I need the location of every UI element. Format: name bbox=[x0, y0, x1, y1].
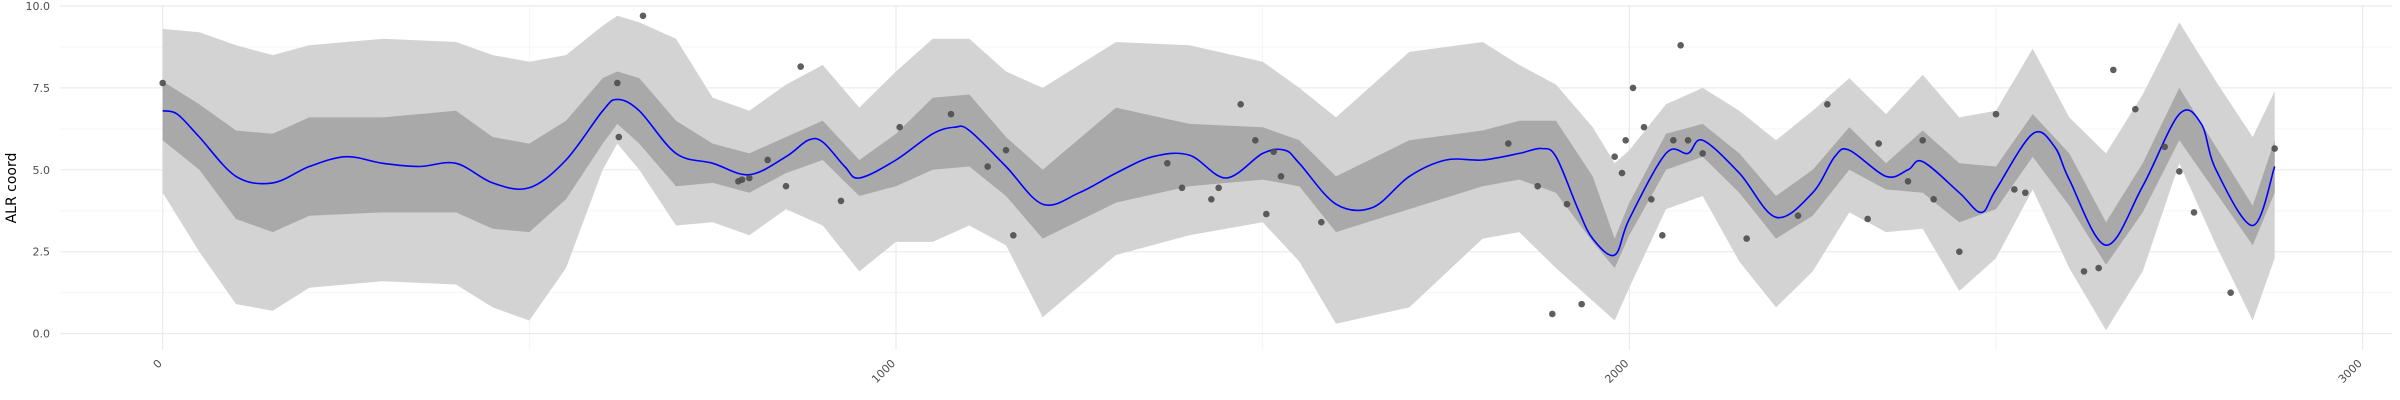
data-point bbox=[1208, 195, 1215, 203]
x-tick-label: 2000 bbox=[1602, 357, 1631, 386]
data-point bbox=[896, 123, 903, 131]
data-point bbox=[1164, 159, 1171, 167]
data-point bbox=[1930, 195, 1937, 203]
data-point bbox=[2011, 186, 2018, 193]
y-tick-label: 10.0 bbox=[26, 0, 51, 13]
y-tick-label: 0.0 bbox=[33, 328, 51, 341]
data-point bbox=[2132, 105, 2139, 113]
data-point bbox=[1743, 235, 1750, 242]
data-point bbox=[1237, 100, 1244, 108]
data-point bbox=[1956, 248, 1963, 256]
data-point bbox=[1904, 177, 1912, 185]
x-tick-label: 1000 bbox=[869, 357, 898, 386]
data-point bbox=[2080, 268, 2088, 275]
data-point bbox=[1611, 153, 1618, 161]
data-point bbox=[1263, 210, 1270, 218]
data-point bbox=[1215, 184, 1222, 192]
data-point bbox=[2227, 289, 2234, 296]
data-point bbox=[1659, 232, 1666, 239]
x-axis-ticks: 0 1000 2000 3000 bbox=[151, 357, 2365, 386]
data-point bbox=[1629, 84, 1637, 92]
data-point bbox=[639, 12, 647, 20]
data-point bbox=[1677, 42, 1684, 49]
x-tick-label: 0 bbox=[151, 357, 165, 371]
y-tick-label: 7.5 bbox=[33, 82, 51, 95]
data-point bbox=[984, 163, 991, 170]
data-point bbox=[2176, 168, 2183, 175]
data-point bbox=[1534, 182, 1541, 190]
data-point bbox=[1875, 140, 1882, 147]
data-point bbox=[615, 133, 623, 141]
mean-line bbox=[162, 98, 2276, 257]
data-point bbox=[1622, 137, 1629, 144]
data-point bbox=[746, 174, 753, 182]
data-point bbox=[1563, 200, 1571, 208]
data-point bbox=[1318, 218, 1325, 226]
data-point bbox=[1670, 137, 1677, 144]
y-axis-ticks: 0.0 2.5 5.0 7.5 10.0 bbox=[26, 0, 51, 341]
data-point bbox=[2161, 143, 2168, 151]
data-point bbox=[1178, 184, 1186, 192]
data-point bbox=[1992, 110, 2000, 118]
data-point bbox=[1684, 137, 1692, 144]
y-axis-title: ALR coord bbox=[4, 153, 20, 224]
data-points bbox=[159, 12, 2278, 318]
data-point bbox=[1919, 137, 1926, 144]
y-tick-label: 2.5 bbox=[33, 246, 51, 259]
data-point bbox=[1578, 300, 1585, 308]
data-point bbox=[797, 63, 804, 70]
data-point bbox=[1824, 100, 1831, 108]
data-point bbox=[1699, 150, 1706, 157]
data-point bbox=[1640, 123, 1648, 131]
data-point bbox=[837, 197, 845, 205]
data-point bbox=[1010, 232, 1017, 239]
data-point bbox=[1618, 169, 1626, 177]
data-point bbox=[1864, 215, 1871, 223]
data-point bbox=[738, 176, 746, 183]
data-point bbox=[1252, 137, 1259, 144]
data-point bbox=[1270, 148, 1277, 156]
inner-band bbox=[162, 71, 2275, 269]
data-point bbox=[1277, 173, 1285, 180]
data-point bbox=[159, 79, 166, 87]
data-point bbox=[947, 110, 955, 118]
data-point bbox=[614, 79, 621, 87]
data-point bbox=[1794, 212, 1802, 219]
data-point bbox=[1505, 140, 1512, 147]
y-tick-label: 5.0 bbox=[33, 164, 51, 177]
data-point bbox=[2110, 66, 2117, 74]
confidence-bands bbox=[162, 15, 2275, 331]
x-tick-label: 3000 bbox=[2336, 357, 2365, 386]
data-point bbox=[1002, 146, 1010, 154]
data-point bbox=[2022, 189, 2029, 197]
mean-curve-layer bbox=[162, 98, 2276, 257]
data-point bbox=[2095, 264, 2102, 272]
data-point bbox=[1549, 310, 1556, 318]
data-point bbox=[782, 182, 790, 190]
data-point bbox=[1648, 195, 1655, 203]
data-point bbox=[764, 156, 771, 164]
data-point bbox=[2271, 145, 2278, 152]
data-point bbox=[2190, 209, 2198, 216]
